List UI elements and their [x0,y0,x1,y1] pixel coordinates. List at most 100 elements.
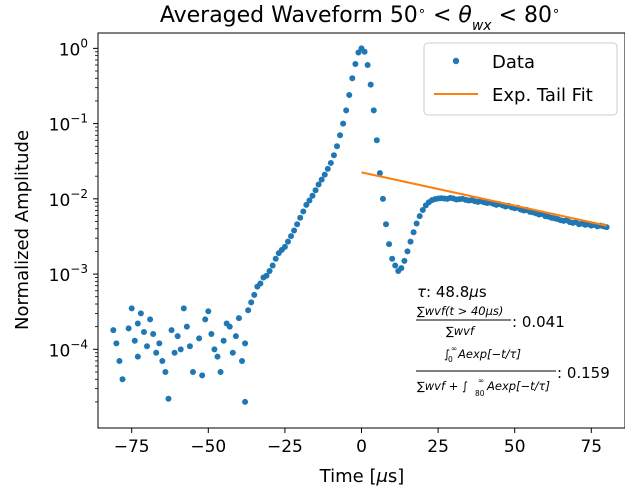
data-point [281,243,288,250]
data-point [153,349,160,356]
data-point [214,353,221,360]
data-point [180,305,187,312]
data-point [125,325,132,332]
data-point [168,327,175,334]
annotation-ratio2-lower: 0 [448,355,453,364]
data-point [110,327,117,334]
data-point [134,320,141,327]
annotation-ratio2-den-tail: Aexp[−t/τ] [486,379,550,393]
data-point [159,357,166,364]
data-point [327,159,334,166]
data-point [337,132,344,139]
x-tick-label: 75 [580,437,602,457]
y-tick-label: 10−2 [49,187,88,211]
data-point [189,368,196,375]
data-point [392,262,399,269]
fit-line [361,171,607,227]
plot-area [110,45,610,405]
data-point [199,372,206,379]
annotation-ratio1-numerator: ∑wvf(t > 40μs) [417,304,503,318]
data-point [186,343,193,350]
x-tick-label: −75 [114,437,150,457]
data-point [315,181,322,188]
annotation-ratio1-value: : 0.041 [512,313,565,331]
data-point [361,48,368,55]
x-tick-label: 0 [356,437,367,457]
data-point [407,238,414,245]
data-point [116,357,123,364]
legend-marker-data [452,57,460,65]
data-point [144,343,151,350]
data-point [248,299,255,306]
data-point [232,333,239,340]
data-point [251,291,258,298]
data-point [134,353,141,360]
data-point [312,187,319,194]
annotation-ratio2-denominator: ∑wvf + ∫ [417,379,468,393]
x-axis-label: Time [μs] [319,466,405,487]
data-point [226,323,233,330]
data-point [196,335,203,342]
y-tick-label: 10−4 [49,337,88,361]
data-point [177,346,184,353]
data-point [229,349,236,356]
data-point [410,229,417,236]
x-tick-label: 50 [504,437,526,457]
data-point [202,316,209,323]
data-point [113,340,120,347]
data-point [389,255,396,262]
data-point [340,120,347,127]
y-tick-label: 10−3 [49,262,88,286]
data-point [294,221,301,228]
data-point [266,267,273,274]
data-point [288,233,295,240]
y-axis-label: Normalized Amplitude [12,130,33,330]
data-point [343,107,350,114]
data-point [235,315,242,322]
data-point [220,337,227,344]
annotation-ratio2-den-upper: ∞ [478,376,484,385]
legend-label-data: Data [492,52,535,73]
data-point [355,49,362,56]
data-point [242,340,249,347]
annotation-stats: τ: 48.8μs ∑wvf(t > 40μs) ∑wvf : 0.041 ∫ … [416,283,610,398]
data-point [309,192,316,199]
data-point [330,152,337,159]
x-axis: −75 −50 −25 0 25 50 75 [114,428,602,457]
data-point [386,241,393,248]
data-point [300,208,307,215]
y-tick-label: 100 [59,36,88,60]
annotation-tau: τ: 48.8μs [417,283,487,301]
data-point [367,81,374,88]
data-point [364,62,371,69]
data-point [291,227,298,234]
data-point [383,221,390,228]
legend-box [423,42,618,116]
data-point [183,323,190,330]
annotation-ratio1-denominator: ∑wvf [446,324,476,338]
x-tick-label: −50 [190,437,226,457]
data-point [352,60,359,67]
data-point [416,213,423,220]
data-point [119,376,126,383]
data-point [140,328,147,335]
data-point [404,248,411,255]
data-point [373,137,380,144]
x-tick-label: −25 [267,437,303,457]
data-point [205,308,212,315]
y-tick-label: 10−1 [49,112,88,136]
data-point [376,170,383,177]
data-point [211,346,218,353]
chart-title: Averaged Waveform 50∘ < θwx < 80∘ [160,3,560,34]
data-point [137,310,144,317]
data-point [165,395,172,402]
data-point [324,165,331,172]
data-point [217,368,224,375]
legend-label-fit: Exp. Tail Fit [492,85,593,106]
data-point [303,201,310,208]
data-point [162,368,169,375]
data-point [263,272,270,279]
data-point [171,349,178,356]
data-point [401,257,408,264]
